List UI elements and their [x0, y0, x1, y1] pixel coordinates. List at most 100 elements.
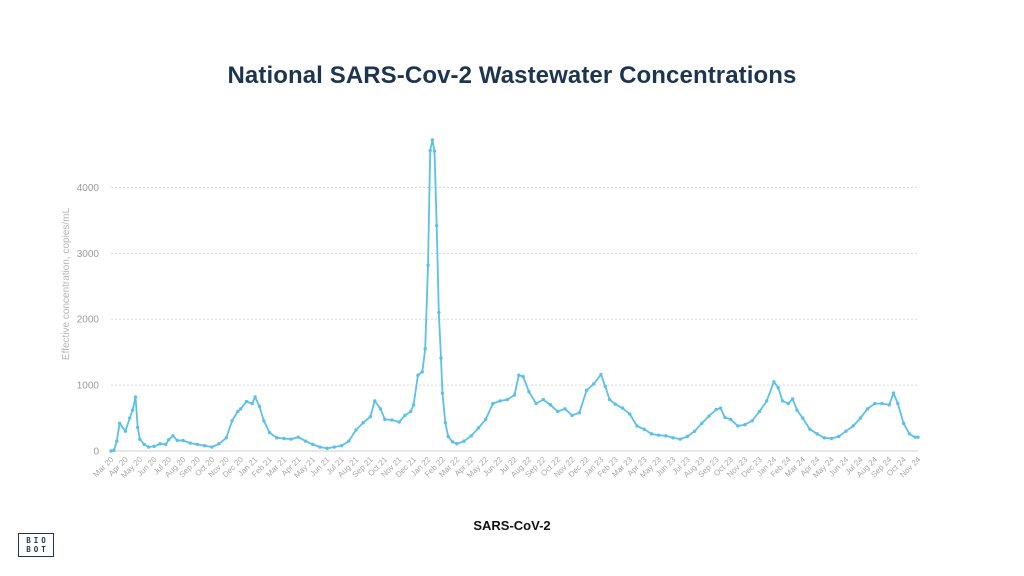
data-point — [714, 407, 718, 412]
data-point — [822, 436, 827, 440]
data-point — [901, 421, 906, 426]
y-tick-label: 0 — [93, 447, 99, 458]
data-point — [133, 395, 138, 399]
data-point — [563, 407, 567, 411]
data-point — [166, 438, 171, 442]
data-point — [181, 438, 185, 443]
data-point — [541, 397, 546, 402]
data-point — [844, 429, 848, 433]
biobot-logo: BIO BOT — [18, 533, 54, 557]
data-point — [437, 310, 441, 315]
data-point — [282, 436, 286, 441]
data-point — [311, 442, 315, 447]
data-point — [896, 401, 900, 406]
data-point — [642, 427, 646, 431]
data-point — [790, 397, 795, 401]
y-axis-label: Effective concentration, copies/mL — [61, 208, 72, 361]
y-tick-label: 4000 — [77, 183, 100, 194]
data-point — [795, 408, 799, 412]
data-point — [188, 441, 192, 445]
data-point — [801, 416, 805, 420]
data-point — [521, 374, 525, 379]
data-point — [443, 420, 448, 425]
data-point — [743, 422, 747, 427]
data-point — [772, 380, 776, 384]
data-point — [123, 429, 128, 433]
data-point — [158, 442, 162, 446]
data-point — [671, 436, 675, 440]
data-point — [135, 425, 140, 429]
data-point — [171, 434, 175, 438]
data-point — [128, 416, 132, 420]
data-point — [455, 442, 459, 446]
data-point — [411, 403, 416, 407]
data-point — [491, 401, 495, 406]
data-point — [138, 437, 142, 441]
data-point — [325, 446, 329, 451]
data-point — [152, 444, 156, 449]
series-sars-cov-2 — [109, 138, 920, 453]
data-point — [426, 263, 430, 267]
data-point — [517, 373, 521, 377]
data-point — [403, 413, 407, 418]
data-point — [146, 445, 151, 449]
data-point — [603, 384, 607, 389]
data-point — [195, 442, 200, 447]
y-tick-label: 2000 — [77, 315, 100, 326]
data-point — [498, 399, 502, 403]
data-point — [373, 399, 377, 403]
data-point — [430, 138, 435, 142]
data-point — [913, 435, 917, 439]
data-point — [808, 427, 812, 431]
y-tick-label: 1000 — [77, 381, 100, 392]
data-point — [764, 399, 769, 403]
data-point — [267, 430, 272, 435]
data-point — [873, 401, 877, 406]
data-point — [829, 436, 834, 441]
data-point — [428, 148, 432, 153]
data-point — [224, 436, 228, 440]
data-point — [907, 432, 912, 436]
data-point — [718, 406, 723, 410]
data-point — [570, 413, 574, 418]
data-point — [397, 420, 401, 424]
data-point — [383, 417, 387, 422]
data-point — [450, 440, 455, 444]
data-point — [483, 417, 488, 422]
data-point — [887, 403, 891, 407]
data-point — [837, 434, 841, 439]
data-point — [257, 404, 262, 408]
data-point — [416, 373, 420, 377]
data-point — [916, 435, 920, 439]
data-point — [707, 414, 711, 418]
data-point — [556, 409, 560, 414]
data-point — [599, 372, 603, 377]
data-point — [230, 418, 234, 423]
y-axis-ticks: 0 1000 2000 3000 4000 — [77, 183, 100, 458]
data-point — [142, 442, 146, 447]
data-point — [440, 391, 445, 395]
data-point — [664, 434, 668, 438]
data-point — [776, 386, 780, 390]
data-point — [109, 449, 113, 453]
data-point — [420, 370, 424, 374]
data-point — [439, 356, 443, 360]
data-point — [289, 437, 293, 441]
data-point — [112, 448, 116, 453]
legend-series-name: SARS-CoV-2 — [473, 518, 551, 533]
data-point — [368, 415, 373, 419]
data-point — [700, 421, 704, 426]
data-point — [262, 418, 266, 423]
data-point — [613, 402, 618, 406]
data-point — [628, 412, 632, 416]
data-point — [649, 432, 654, 436]
data-point — [592, 382, 596, 386]
data-point — [296, 435, 301, 439]
data-point — [780, 399, 785, 403]
data-point — [275, 436, 279, 440]
data-point — [620, 406, 625, 410]
data-point — [635, 424, 639, 428]
y-tick-label: 3000 — [77, 249, 100, 260]
data-point — [476, 426, 481, 430]
